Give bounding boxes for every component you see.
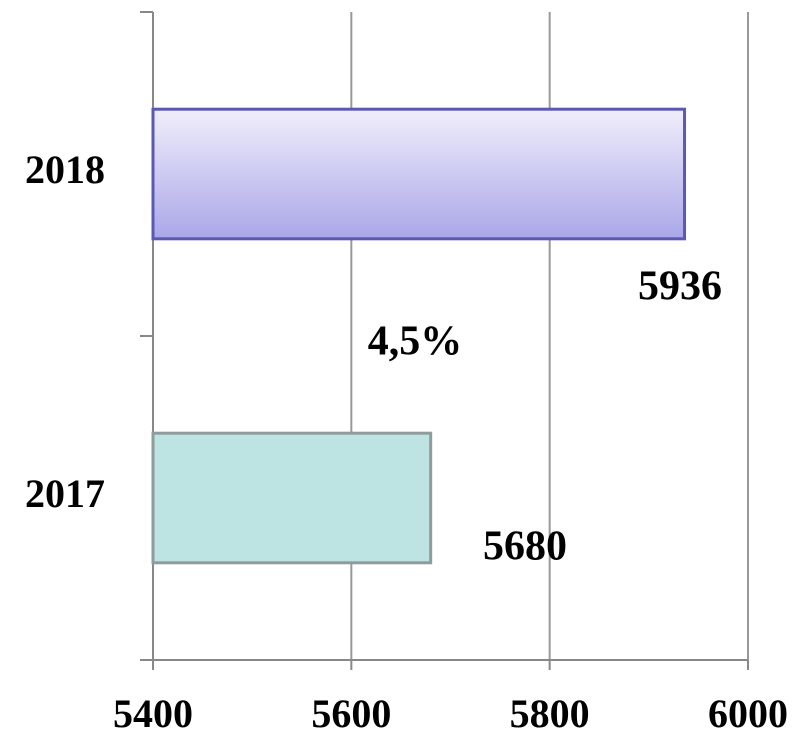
category-label: 2018 [25,147,105,192]
x-tick-label: 5800 [510,691,590,736]
value-label: 5680 [483,524,567,570]
x-tick-label: 5600 [311,691,391,736]
category-label: 2017 [25,471,105,516]
x-tick-label: 5400 [113,691,193,736]
x-tick-label: 6000 [708,691,788,736]
bar [151,107,687,241]
annotation: 4,5% [368,319,463,365]
bar [151,431,433,565]
value-label: 5936 [638,264,722,310]
